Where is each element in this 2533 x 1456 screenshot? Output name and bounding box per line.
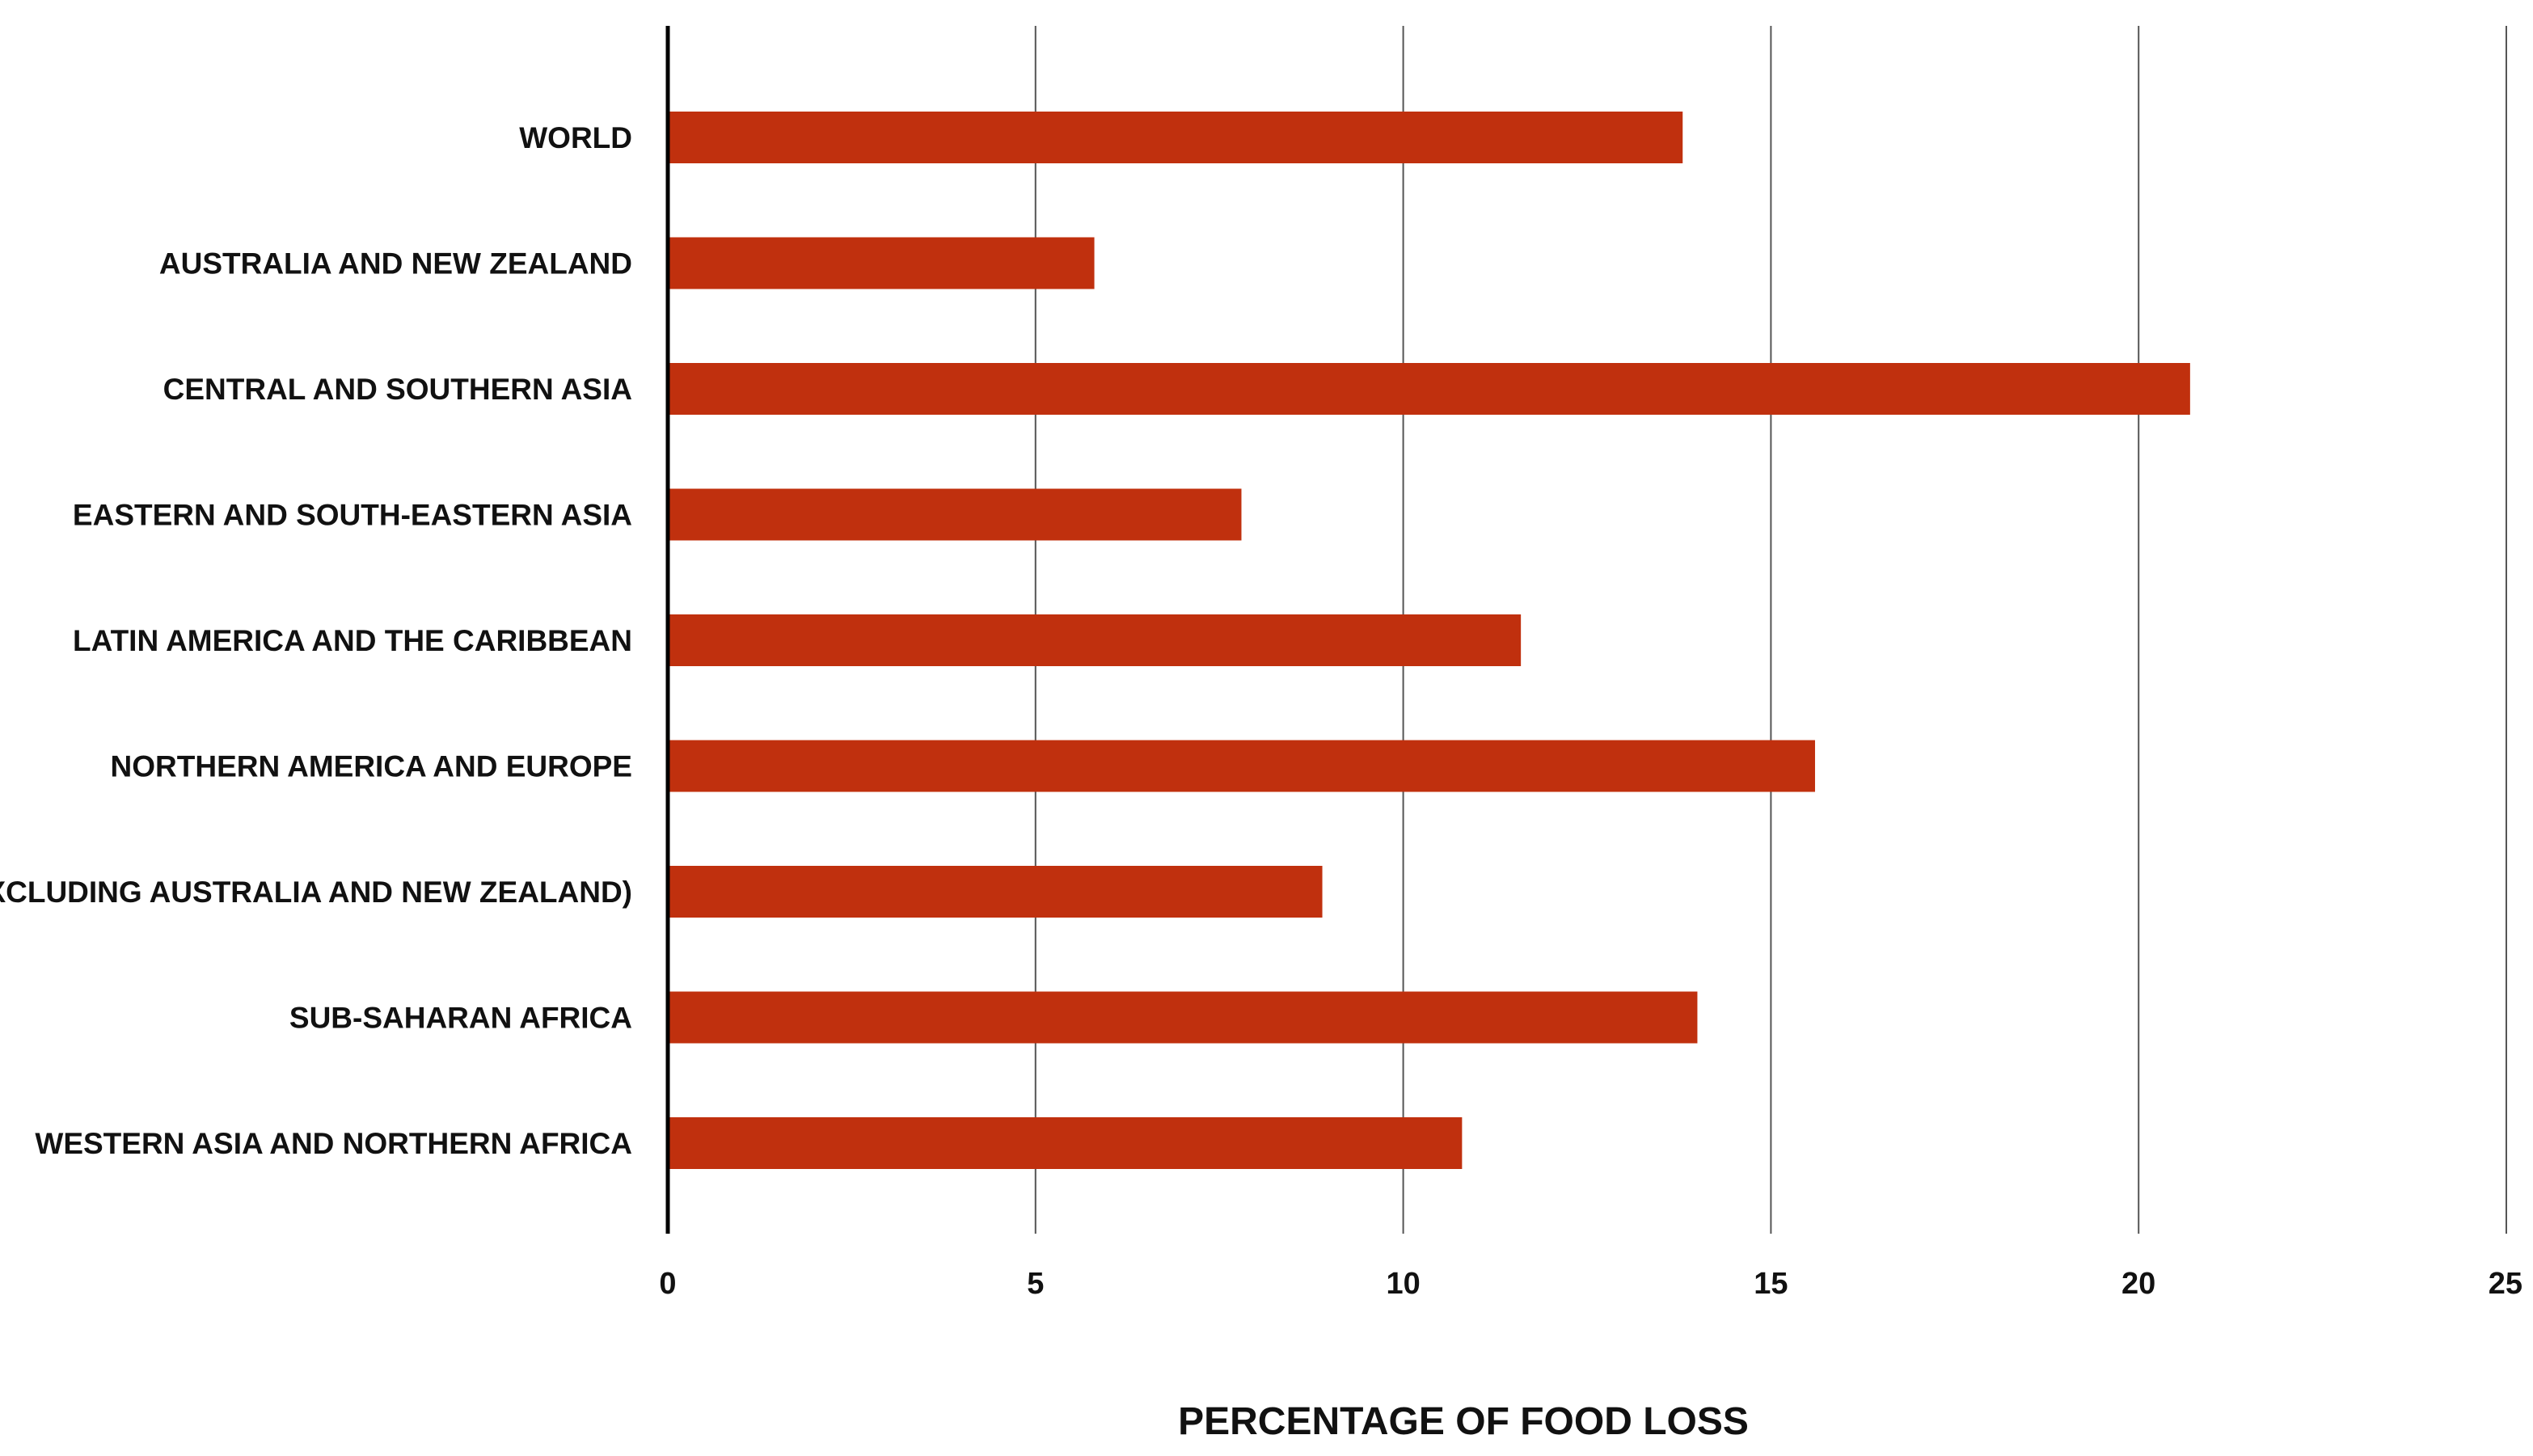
bar-latin-america-and-the-caribbean bbox=[668, 614, 1522, 666]
category-label-oceania-excluding-australia-and-new-zealand: OCEANIA (EXCLUDING AUSTRALIA AND NEW ZEA… bbox=[0, 876, 632, 909]
x-tick-label-15: 15 bbox=[1754, 1267, 1788, 1301]
category-label-latin-america-and-the-caribbean: LATIN AMERICA AND THE CARIBBEAN bbox=[73, 624, 632, 657]
bar-central-and-southern-asia bbox=[668, 363, 2190, 415]
bar-eastern-and-south-eastern-asia bbox=[668, 488, 1242, 541]
category-label-sub-saharan-africa: SUB-SAHARAN AFRICA bbox=[289, 1002, 632, 1035]
x-tick-label-0: 0 bbox=[659, 1267, 676, 1301]
category-label-western-asia-and-northern-africa: WESTERN ASIA AND NORTHERN AFRICA bbox=[35, 1127, 632, 1160]
bar-oceania-excluding-australia-and-new-zealand bbox=[668, 866, 1323, 918]
category-label-central-and-southern-asia: CENTRAL AND SOUTHERN ASIA bbox=[163, 373, 632, 406]
x-axis-title: PERCENTAGE OF FOOD LOSS bbox=[1178, 1400, 1749, 1443]
category-label-northern-america-and-europe: NORTHERN AMERICA AND EUROPE bbox=[111, 750, 632, 783]
x-tick-label-20: 20 bbox=[2121, 1267, 2155, 1301]
category-label-world: WORLD bbox=[519, 121, 632, 154]
x-tick-label-5: 5 bbox=[1027, 1267, 1044, 1301]
bar-northern-america-and-europe bbox=[668, 740, 1815, 792]
bars bbox=[668, 112, 2190, 1169]
bar-western-asia-and-northern-africa bbox=[668, 1117, 1463, 1169]
x-tick-label-10: 10 bbox=[1386, 1267, 1420, 1301]
bar-australia-and-new-zealand bbox=[668, 237, 1095, 289]
bar-sub-saharan-africa bbox=[668, 991, 1698, 1044]
category-labels: WORLD AUSTRALIA AND NEW ZEALAND CENTRAL AN… bbox=[0, 121, 632, 1160]
category-label-australia-and-new-zealand: AUSTRALIA AND NEW ZEALAND bbox=[159, 247, 632, 281]
category-label-eastern-and-south-eastern-asia: EASTERN AND SOUTH-EASTERN ASIA bbox=[73, 499, 632, 532]
x-tick-labels: 0 5 10 15 20 25 bbox=[659, 1267, 2522, 1301]
bar-world bbox=[668, 112, 1683, 163]
x-tick-label-25: 25 bbox=[2489, 1267, 2522, 1301]
